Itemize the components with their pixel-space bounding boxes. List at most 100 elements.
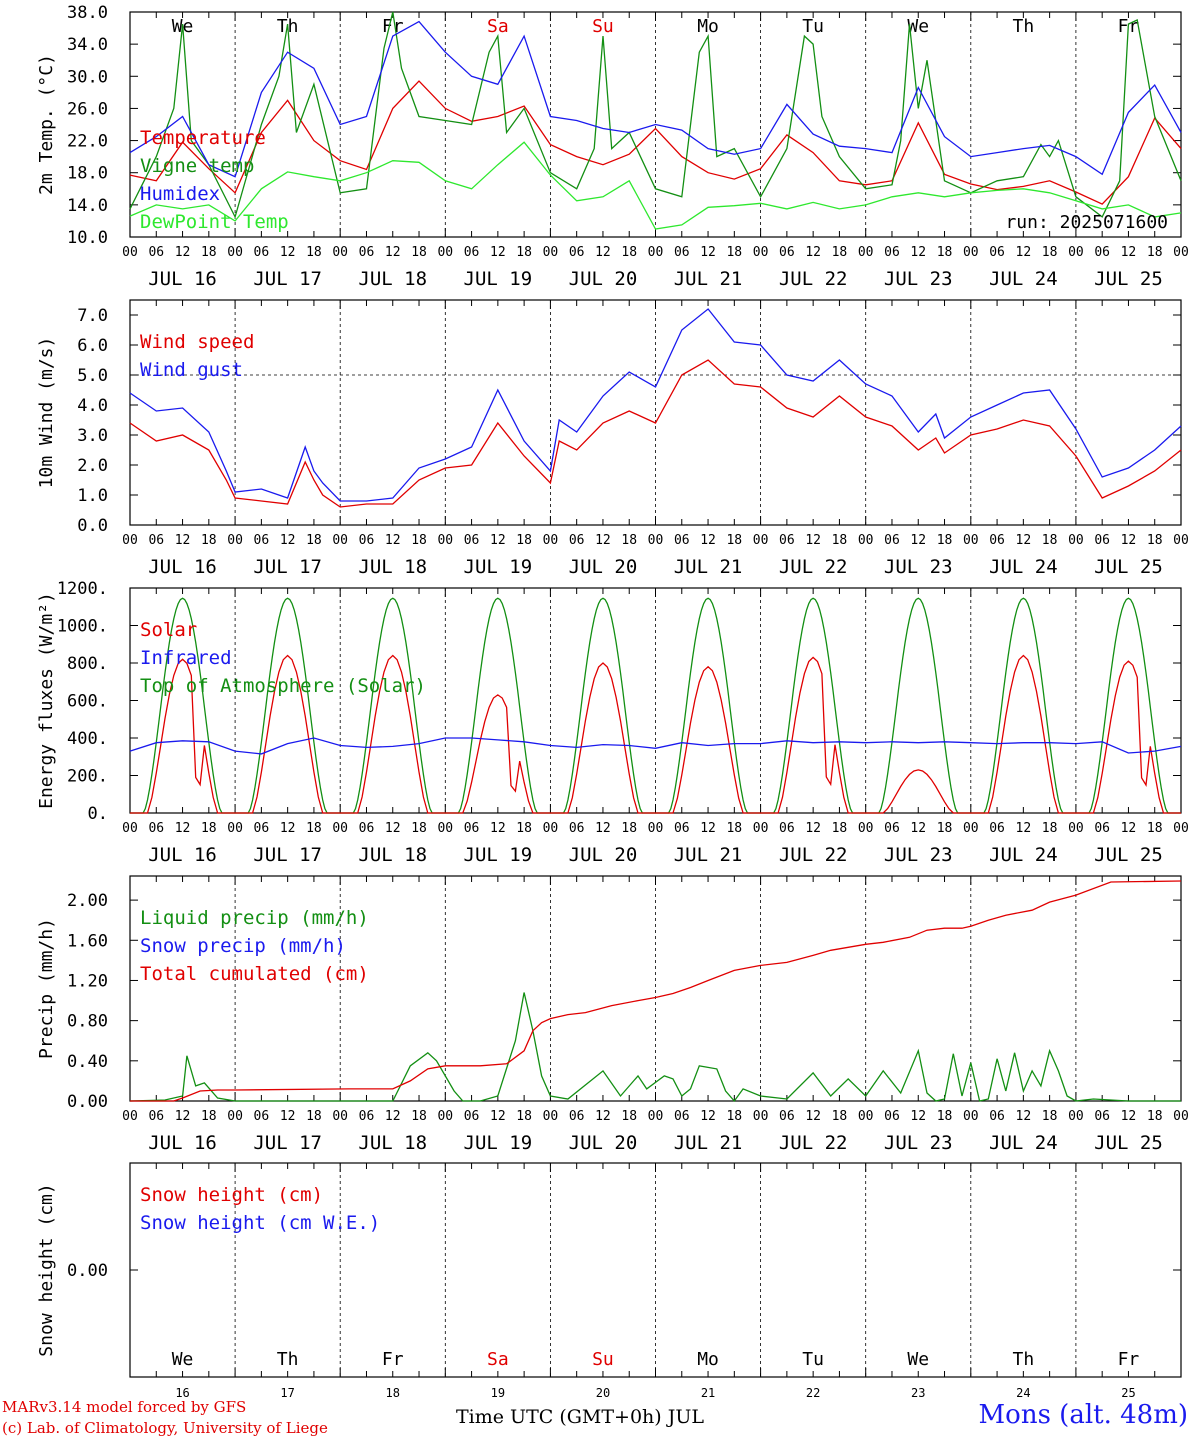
hour-tick-label: 12 bbox=[490, 245, 506, 260]
y-tick-label: 3.0 bbox=[77, 426, 108, 446]
date-label: JUL 17 bbox=[253, 268, 322, 290]
date-label: JUL 24 bbox=[989, 1132, 1058, 1154]
day-name: Fr bbox=[382, 16, 404, 37]
hour-tick-label: 06 bbox=[674, 245, 690, 260]
hour-tick-label: 00 bbox=[963, 533, 979, 548]
hour-tick-label: 12 bbox=[595, 821, 611, 836]
legend-entry: Total cumulated (cm) bbox=[140, 963, 369, 985]
hour-tick-label: 12 bbox=[700, 821, 716, 836]
y-tick-label: 0.80 bbox=[67, 1012, 108, 1032]
hour-tick-label: 06 bbox=[779, 821, 795, 836]
day-name: Th bbox=[1013, 16, 1035, 37]
hour-tick-label: 18 bbox=[1042, 821, 1058, 836]
hour-tick-label: 18 bbox=[621, 245, 637, 260]
day-number: 24 bbox=[1016, 1386, 1030, 1400]
hour-tick-label: 18 bbox=[516, 1109, 532, 1124]
date-label: JUL 16 bbox=[148, 268, 217, 290]
y-axis-label: 10m Wind (m/s) bbox=[36, 337, 57, 489]
panel-3-frame bbox=[129, 587, 1182, 814]
hour-tick-label: 18 bbox=[306, 1109, 322, 1124]
legend-entry: Wind gust bbox=[140, 359, 243, 381]
hour-tick-label: 12 bbox=[490, 1109, 506, 1124]
day-name: We bbox=[907, 16, 929, 37]
hour-tick-label: 18 bbox=[832, 821, 848, 836]
y-tick-label: 18.0 bbox=[67, 164, 108, 184]
date-label: JUL 21 bbox=[674, 1132, 743, 1154]
y-tick-label: 1200. bbox=[57, 579, 108, 599]
hour-tick-label: 12 bbox=[805, 1109, 821, 1124]
legend-entry: Temperature bbox=[140, 127, 266, 149]
y-tick-label: 34.0 bbox=[67, 35, 108, 55]
hour-tick-label: 06 bbox=[779, 245, 795, 260]
y-tick-label: 0.0 bbox=[77, 516, 108, 536]
hour-tick-label: 00 bbox=[332, 533, 348, 548]
hour-tick-label: 00 bbox=[963, 821, 979, 836]
y-tick-label: 7.0 bbox=[77, 306, 108, 326]
series-line bbox=[129, 308, 1182, 502]
hour-tick-label: 00 bbox=[753, 533, 769, 548]
hour-tick-label: 18 bbox=[832, 1109, 848, 1124]
hour-tick-label: 12 bbox=[385, 1109, 401, 1124]
hour-tick-label: 00 bbox=[332, 1109, 348, 1124]
y-tick-label: 22.0 bbox=[67, 132, 108, 152]
hour-tick-label: 00 bbox=[1173, 1109, 1189, 1124]
hour-tick-label: 12 bbox=[1016, 821, 1032, 836]
hour-tick-label: 00 bbox=[1068, 245, 1084, 260]
hour-tick-label: 12 bbox=[175, 821, 191, 836]
series-line bbox=[130, 880, 1182, 1102]
hour-tick-label: 06 bbox=[884, 533, 900, 548]
hour-tick-label: 12 bbox=[280, 245, 296, 260]
hour-tick-label: 00 bbox=[227, 1109, 243, 1124]
hour-tick-label: 18 bbox=[726, 1109, 742, 1124]
y-tick-label: 0. bbox=[88, 804, 108, 824]
y-tick-label: 26.0 bbox=[67, 99, 108, 119]
day-name: Tu bbox=[802, 1349, 824, 1370]
hour-tick-label: 00 bbox=[437, 821, 453, 836]
date-label: JUL 24 bbox=[989, 844, 1058, 866]
hour-tick-label: 06 bbox=[674, 1109, 690, 1124]
hour-tick-label: 06 bbox=[1094, 1109, 1110, 1124]
copyright-credit: (c) Lab. of Climatology, University of L… bbox=[2, 1419, 328, 1437]
hour-tick-label: 00 bbox=[858, 1109, 874, 1124]
hour-tick-label: 06 bbox=[254, 245, 270, 260]
date-label: JUL 22 bbox=[779, 844, 848, 866]
date-label: JUL 25 bbox=[1094, 844, 1163, 866]
hour-tick-label: 06 bbox=[1094, 245, 1110, 260]
day-name: Fr bbox=[1118, 1349, 1140, 1370]
model-credit: MARv3.14 model forced by GFS bbox=[2, 1398, 247, 1416]
hour-tick-label: 06 bbox=[779, 1109, 795, 1124]
hour-tick-label: 18 bbox=[937, 533, 953, 548]
hour-tick-label: 12 bbox=[805, 821, 821, 836]
hour-tick-label: 00 bbox=[122, 245, 138, 260]
date-label: JUL 19 bbox=[464, 268, 533, 290]
day-name: We bbox=[172, 1349, 194, 1370]
hour-tick-label: 00 bbox=[1068, 1109, 1084, 1124]
date-label: JUL 23 bbox=[884, 1132, 953, 1154]
hour-tick-label: 12 bbox=[1121, 1109, 1137, 1124]
legend-entry: Vigne temp bbox=[140, 155, 254, 177]
hour-tick-label: 12 bbox=[700, 1109, 716, 1124]
hour-tick-label: 12 bbox=[490, 821, 506, 836]
hour-tick-label: 18 bbox=[832, 533, 848, 548]
hour-tick-label: 06 bbox=[569, 1109, 585, 1124]
hour-tick-label: 00 bbox=[227, 245, 243, 260]
hour-tick-label: 06 bbox=[148, 245, 164, 260]
hour-tick-label: 06 bbox=[359, 1109, 375, 1124]
hour-tick-label: 06 bbox=[464, 245, 480, 260]
day-name: Tu bbox=[802, 16, 824, 37]
date-label: JUL 23 bbox=[884, 844, 953, 866]
hour-tick-label: 00 bbox=[1068, 533, 1084, 548]
y-tick-label: 0.00 bbox=[67, 1261, 108, 1281]
day-name: Mo bbox=[697, 1349, 719, 1370]
day-number: 21 bbox=[701, 1386, 715, 1400]
hour-tick-label: 12 bbox=[385, 245, 401, 260]
y-tick-label: 6.0 bbox=[77, 336, 108, 356]
date-label: JUL 19 bbox=[464, 844, 533, 866]
hour-tick-label: 18 bbox=[411, 245, 427, 260]
legend-entry: Liquid precip (mm/h) bbox=[140, 907, 369, 929]
legend-entry: Solar bbox=[140, 619, 197, 641]
date-label: JUL 17 bbox=[253, 556, 322, 578]
hour-tick-label: 18 bbox=[726, 533, 742, 548]
hour-tick-label: 18 bbox=[726, 821, 742, 836]
date-label: JUL 18 bbox=[358, 844, 427, 866]
